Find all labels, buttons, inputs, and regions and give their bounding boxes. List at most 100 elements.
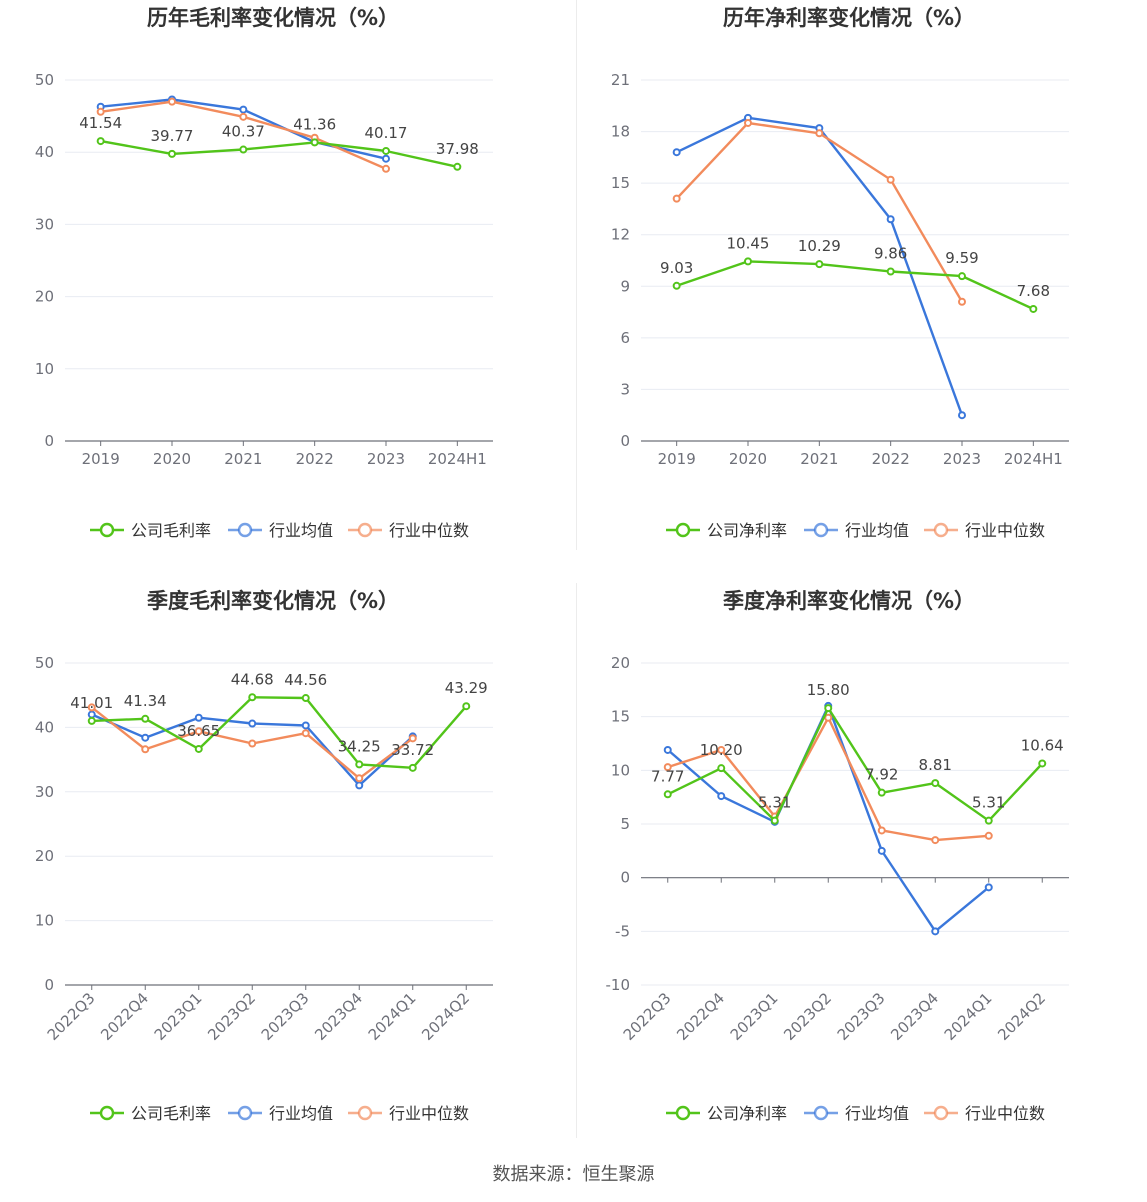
legend-label: 行业中位数	[965, 521, 1045, 540]
data-point-company[interactable]	[355, 760, 364, 769]
data-point-company[interactable]	[87, 716, 96, 725]
data-point-company[interactable]	[958, 272, 966, 281]
data-point-industry-avg[interactable]	[663, 745, 672, 754]
data-point-company[interactable]	[194, 744, 203, 753]
legend-item-industry-avg[interactable]: 行业均值	[228, 1104, 333, 1123]
data-point-industry-median[interactable]	[815, 129, 824, 138]
data-point-industry-median[interactable]	[239, 112, 248, 121]
data-point-company[interactable]	[453, 162, 462, 171]
data-point-industry-median[interactable]	[717, 745, 726, 754]
legend-item-industry-median[interactable]: 行业中位数	[348, 521, 469, 540]
y-tick-label: 10	[611, 761, 630, 779]
chart-svg: 季度净利率变化情况（%）-10-5051015202022Q32022Q4202…	[606, 589, 1069, 1123]
data-label: 8.81	[919, 756, 952, 774]
data-point-industry-median[interactable]	[382, 164, 390, 173]
data-point-industry-avg[interactable]	[958, 411, 966, 420]
legend-item-industry-avg[interactable]: 行业均值	[804, 1104, 909, 1123]
data-point-industry-median[interactable]	[168, 97, 176, 106]
legend-item-company[interactable]: 公司净利率	[666, 1104, 787, 1123]
data-point-industry-avg[interactable]	[301, 721, 310, 730]
data-point-company[interactable]	[672, 281, 681, 290]
data-point-company[interactable]	[1038, 759, 1047, 768]
data-point-company[interactable]	[815, 260, 824, 269]
data-point-company[interactable]	[301, 694, 310, 703]
data-point-industry-avg[interactable]	[931, 927, 940, 936]
x-tick-label: 2023Q1	[727, 989, 782, 1044]
data-point-industry-median[interactable]	[141, 745, 150, 754]
data-point-industry-median[interactable]	[877, 826, 886, 835]
data-point-industry-avg[interactable]	[717, 792, 726, 801]
y-tick-label: 15	[611, 174, 630, 192]
data-point-company[interactable]	[462, 702, 471, 711]
x-tick-label: 2024Q2	[994, 989, 1049, 1044]
data-point-industry-avg[interactable]	[141, 733, 150, 742]
data-point-company[interactable]	[96, 137, 105, 146]
data-point-company[interactable]	[877, 788, 886, 797]
data-point-company[interactable]	[248, 693, 257, 702]
data-point-industry-median[interactable]	[886, 175, 895, 184]
data-point-industry-median[interactable]	[96, 107, 105, 116]
series-line-company	[676, 260, 1034, 311]
legend-marker-icon	[675, 1105, 691, 1121]
data-point-company[interactable]	[663, 790, 672, 799]
data-point-industry-median[interactable]	[301, 729, 310, 738]
x-tick-label: 2019	[658, 450, 696, 468]
data-label: 9.59	[945, 249, 978, 267]
data-point-industry-median[interactable]	[408, 734, 417, 743]
data-point-company[interactable]	[744, 257, 752, 266]
data-label: 33.72	[391, 741, 434, 759]
data-point-industry-avg[interactable]	[355, 781, 364, 790]
data-point-industry-avg[interactable]	[248, 719, 257, 728]
data-point-industry-median[interactable]	[824, 713, 833, 722]
legend-item-company[interactable]: 公司毛利率	[90, 521, 211, 540]
data-label: 43.29	[445, 679, 488, 697]
data-point-industry-median[interactable]	[958, 297, 966, 306]
data-point-industry-median[interactable]	[87, 703, 96, 712]
x-tick-label: 2020	[153, 450, 191, 468]
legend-label: 行业中位数	[389, 1104, 469, 1123]
data-point-industry-avg[interactable]	[672, 148, 681, 157]
data-point-industry-median[interactable]	[663, 763, 672, 772]
data-point-industry-median[interactable]	[672, 194, 681, 203]
data-point-company[interactable]	[382, 146, 390, 155]
data-point-company[interactable]	[408, 763, 417, 772]
legend-item-industry-median[interactable]: 行业中位数	[924, 521, 1045, 540]
legend-item-industry-median[interactable]: 行业中位数	[348, 1104, 469, 1123]
legend-item-company[interactable]: 公司毛利率	[90, 1104, 211, 1123]
data-point-industry-median[interactable]	[744, 118, 752, 127]
legend-item-industry-avg[interactable]: 行业均值	[228, 521, 333, 540]
data-point-industry-avg[interactable]	[87, 710, 96, 719]
data-point-company[interactable]	[310, 138, 319, 147]
data-point-industry-avg[interactable]	[877, 846, 886, 855]
data-point-industry-median[interactable]	[248, 739, 257, 748]
data-point-industry-median[interactable]	[194, 727, 203, 736]
data-point-industry-median[interactable]	[355, 774, 364, 783]
x-tick-label: 2022Q3	[44, 989, 99, 1044]
data-point-company[interactable]	[168, 149, 176, 158]
x-tick-label: 2024Q1	[941, 989, 996, 1044]
legend-item-company[interactable]: 公司净利率	[666, 521, 787, 540]
data-point-industry-avg[interactable]	[886, 215, 895, 224]
data-point-company[interactable]	[239, 145, 248, 154]
x-tick-label: 2022	[872, 450, 910, 468]
data-point-industry-avg[interactable]	[194, 713, 203, 722]
x-tick-label: 2024Q2	[418, 989, 473, 1044]
data-point-company[interactable]	[931, 779, 940, 788]
data-point-company[interactable]	[886, 267, 895, 276]
chart-svg: 历年净利率变化情况（%） 0 3 6 9 12 15 18 21 2019 2020 2021 2022…	[611, 6, 1069, 540]
data-point-industry-avg[interactable]	[382, 154, 390, 163]
data-point-industry-median[interactable]	[984, 831, 993, 840]
legend-item-industry-avg[interactable]: 行业均值	[804, 521, 909, 540]
data-point-company[interactable]	[141, 714, 150, 723]
data-point-industry-median[interactable]	[931, 836, 940, 845]
data-point-company[interactable]	[824, 704, 833, 713]
y-tick-label: 50	[35, 71, 54, 89]
legend-item-industry-median[interactable]: 行业中位数	[924, 1104, 1045, 1123]
data-point-company[interactable]	[1029, 304, 1038, 313]
data-point-industry-avg[interactable]	[239, 105, 248, 114]
data-point-company[interactable]	[717, 764, 726, 773]
x-tick-label: 2023Q2	[780, 989, 835, 1044]
data-point-company[interactable]	[984, 816, 993, 825]
data-point-industry-avg[interactable]	[984, 883, 993, 892]
data-point-company[interactable]	[770, 816, 779, 825]
